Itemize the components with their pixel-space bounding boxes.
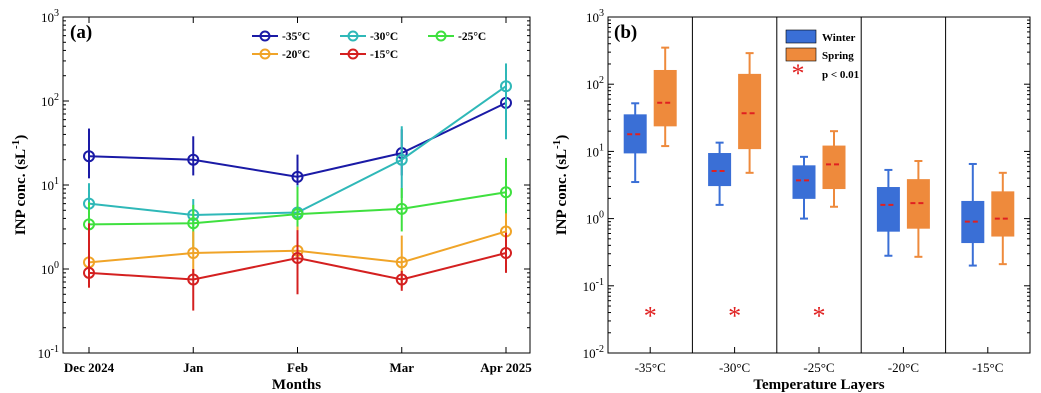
legend-label-4: -15°C	[370, 49, 398, 61]
data-point-1	[500, 80, 512, 93]
data-point-2	[187, 217, 200, 230]
data-point-4	[187, 273, 200, 286]
legend-label-spring: Spring	[822, 50, 854, 62]
legend-label-1: -30°C	[370, 31, 398, 43]
data-point-2	[395, 202, 408, 215]
legend-label-0: -35°C	[282, 31, 310, 43]
box-0	[708, 153, 732, 187]
panel-b-x-tick-label: -30°C	[719, 360, 750, 375]
significance-marker: *	[728, 302, 741, 331]
panel-a-y-tick-label: 103	[41, 8, 59, 25]
significance-marker: *	[644, 302, 657, 331]
panel-b-x-tick-label: -25°C	[803, 360, 834, 375]
panel-b-label: (b)	[614, 22, 637, 43]
data-point-2	[291, 208, 304, 221]
data-point-4	[500, 247, 512, 260]
panel-b-x-axis-label: Temperature Layers	[753, 377, 884, 393]
data-point-0	[291, 170, 304, 183]
panel-b-x-tick-label: -15°C	[972, 360, 1003, 375]
panel-a-y-tick-label: 102	[41, 92, 59, 109]
panel-a-x-tick-label: Mar	[389, 360, 414, 375]
panel-a-y-tick-label: 10-1	[38, 344, 59, 361]
data-point-4	[395, 273, 408, 286]
panel-a-x-tick-label: Feb	[287, 360, 308, 375]
legend-label-significance: p < 0.01	[822, 69, 859, 81]
panel-a-y-tick-label: 101	[41, 176, 59, 193]
significance-marker: *	[813, 302, 826, 331]
panel-a-y-tick-label: 100	[41, 260, 59, 277]
panel-b-y-tick-label: 100	[586, 210, 604, 227]
data-point-4	[83, 266, 95, 279]
data-point-3	[395, 256, 408, 269]
data-point-0	[187, 153, 200, 166]
panel-a-x-tick-label: Jan	[183, 360, 204, 375]
data-point-0	[83, 150, 95, 163]
panel-b-y-tick-label: 102	[586, 75, 604, 92]
legend-marker-2	[435, 30, 447, 42]
legend-marker-0	[259, 30, 271, 42]
panel-a-label: (a)	[70, 22, 92, 43]
panel-b-y-tick-label: 10-2	[583, 344, 604, 361]
panel-b-x-tick-label: -35°C	[635, 360, 666, 375]
legend-label-3: -20°C	[282, 49, 310, 61]
data-point-2	[500, 186, 512, 199]
data-point-1	[395, 153, 408, 166]
data-point-4	[291, 252, 304, 265]
legend: Winter Spring * p < 0.01	[785, 29, 859, 88]
legend-marker-4	[347, 48, 359, 60]
panel-a-y-axis-label: INP conc. (sL-1)	[10, 135, 29, 235]
legend-label-winter: Winter	[822, 32, 856, 44]
box-1	[991, 191, 1015, 237]
panel-b-x-tick-label: -20°C	[888, 360, 919, 375]
panel-a-x-tick-label: Apr 2025	[480, 360, 532, 375]
legend-marker-1	[347, 30, 359, 42]
panel-b-y-tick-label: 103	[586, 8, 604, 25]
legend-marker-3	[259, 48, 271, 60]
box-1	[653, 69, 677, 127]
box-0	[876, 187, 900, 232]
box-1	[822, 145, 846, 190]
legend-label-2: -25°C	[458, 31, 486, 43]
panel-b-box-chart: 10-2 10-1 100 101 102 103 -35°C -30°C -25°C -20°C…	[551, 8, 1031, 393]
panel-b-y-tick-label: 101	[586, 142, 604, 159]
panel-a-x-axis-label: Months	[272, 377, 321, 393]
data-point-3	[187, 247, 200, 260]
legend-significance-marker: *	[792, 59, 805, 88]
panel-a-line-chart: 10-1 100 101 102 103 Dec 2024 Jan Feb Mar Apr 202…	[10, 8, 532, 393]
legend-swatch-spring	[785, 47, 817, 62]
panel-b-y-tick-label: 10-1	[583, 277, 604, 294]
panel-b-y-axis-label: INP conc. (sL-1)	[551, 135, 570, 235]
panel-a-x-tick-label: Dec 2024	[64, 360, 115, 375]
box-0	[792, 165, 816, 199]
box-1	[738, 73, 762, 150]
legend-swatch-winter	[785, 29, 817, 44]
